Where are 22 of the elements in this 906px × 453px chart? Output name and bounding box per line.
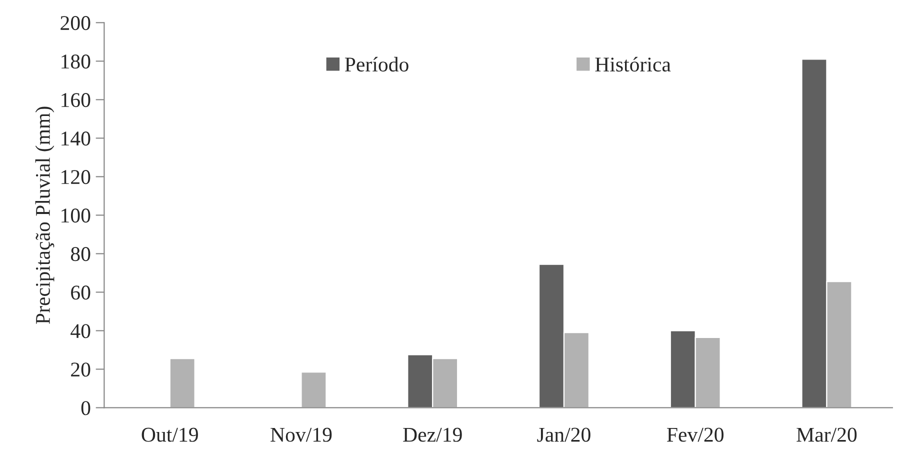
x-tick-label: Out/19 [142,428,198,442]
y-tick-label: 20 [71,362,90,377]
y-tick-label: 0 [81,401,90,416]
x-tick-label: Nov/19 [270,428,332,442]
bar [300,372,327,408]
bar [169,358,196,408]
y-tick-label: 180 [62,54,90,69]
x-tick-label: Mar/20 [796,428,857,442]
y-tick-label: 40 [70,324,90,338]
legend-label: Período [344,56,408,72]
y-tick-label: 100 [62,208,90,223]
y-tick-label: 140 [62,132,90,146]
legend-label: Histórica [595,56,671,72]
y-tick-label: 160 [62,93,90,108]
y-axis-title: Precipitação Pluvial (mm) [35,106,54,324]
y-tick-label: 60 [71,286,90,300]
y-tick-label: 120 [62,170,90,184]
y-tick-label: 200 [60,16,90,30]
y-tick-label: 80 [70,247,90,262]
x-tick-label: Jan/20 [537,428,590,442]
x-tick-label: Dez/19 [403,428,462,442]
x-tick-label: Fev/20 [667,428,724,442]
